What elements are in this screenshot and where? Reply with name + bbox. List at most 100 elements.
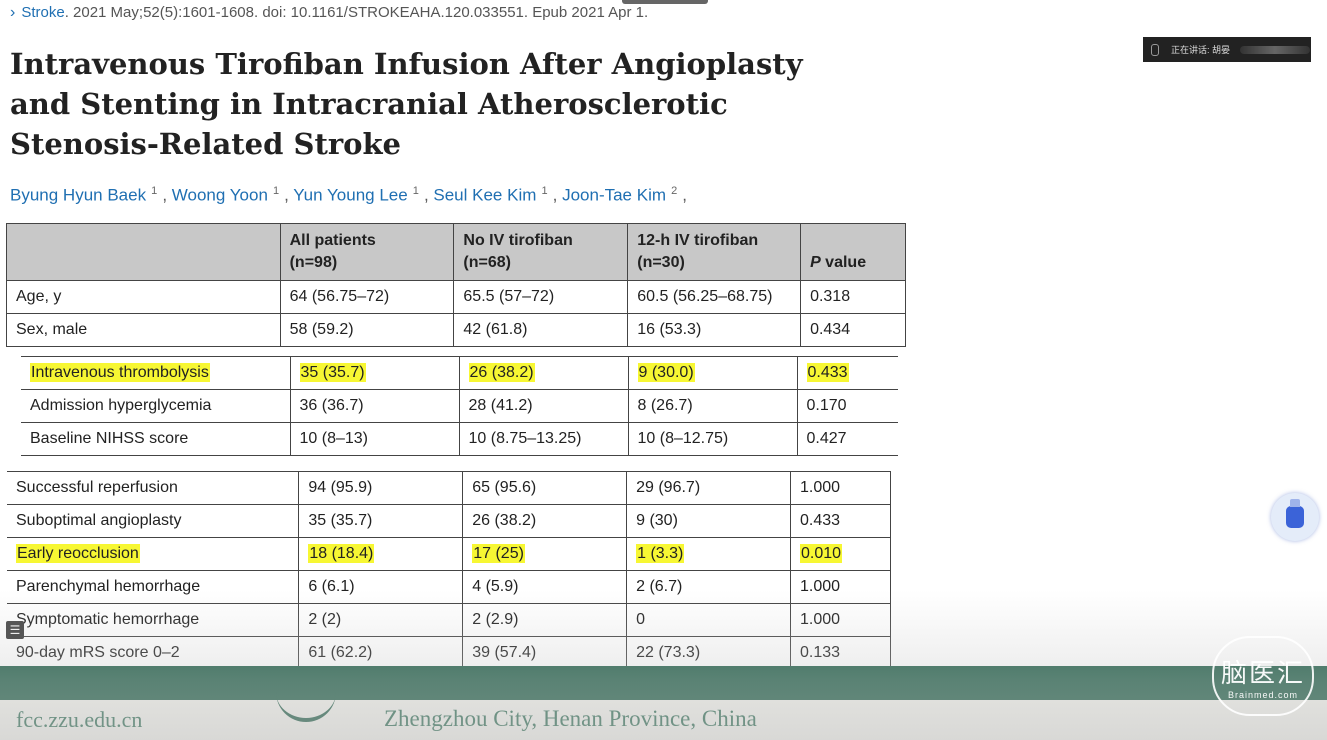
iv-tirofiban-cell: 9 (30.0) xyxy=(627,356,797,390)
author-link[interactable]: Byung Hyun Baek xyxy=(10,185,147,205)
usb-drive-icon xyxy=(1286,499,1304,528)
header-p-value: P value xyxy=(800,223,906,281)
cell-text: 0.170 xyxy=(806,397,847,414)
no-iv-tirofiban-cell: 65.5 (57–72) xyxy=(453,280,629,314)
cell-text: 58 (59.2) xyxy=(289,321,354,338)
cell-text: 2 (2) xyxy=(308,611,342,628)
cell-text: 22 (73.3) xyxy=(636,644,701,661)
row-label: 90-day mRS score 0–2 xyxy=(7,636,300,670)
cell-text: 26 (38.2) xyxy=(472,512,537,529)
window-drag-handle[interactable] xyxy=(622,0,708,4)
no-iv-tirofiban-cell: 65 (95.6) xyxy=(462,471,628,505)
floating-assistant-button[interactable] xyxy=(1271,493,1319,541)
journal-link[interactable]: Stroke xyxy=(21,4,65,21)
all-patients-cell: 35 (35.7) xyxy=(298,504,464,538)
cell-text: Baseline NIHSS score xyxy=(30,430,189,447)
row-label: Age, y xyxy=(6,280,281,314)
iv-tirofiban-cell: 0 xyxy=(626,603,791,637)
author-link[interactable]: Yun Young Lee xyxy=(293,185,408,205)
no-iv-tirofiban-cell: 26 (38.2) xyxy=(458,356,628,390)
cell-text: 42 (61.8) xyxy=(463,321,528,338)
cell-text: 0.427 xyxy=(806,430,847,447)
row-label: Symptomatic hemorrhage xyxy=(7,603,300,637)
cell-text: Early reocclusion xyxy=(16,544,140,563)
affiliation-marker[interactable]: 1 xyxy=(409,185,422,197)
table-row: Parenchymal hemorrhage 6 (6.1) 4 (5.9) 2 (6… xyxy=(7,570,891,604)
cell-text: 16 (53.3) xyxy=(637,321,702,338)
cell-text: 6 (6.1) xyxy=(308,578,355,595)
affiliation-marker[interactable]: 1 xyxy=(269,185,283,197)
cell-text: 29 (96.7) xyxy=(636,479,701,496)
cell-text: 28 (41.2) xyxy=(468,397,533,414)
cell-text: 9 (30.0) xyxy=(637,363,695,382)
no-iv-tirofiban-cell: 42 (61.8) xyxy=(453,313,629,347)
affiliation-marker[interactable]: 1 xyxy=(538,185,551,197)
cell-text: Intravenous thrombolysis xyxy=(30,363,210,382)
baseline-table-header: All patients (n=98) No IV tirofiban (n=68)… xyxy=(6,223,906,347)
speaker-indicator: 正在讲话: 胡晏 xyxy=(1143,37,1311,62)
cell-text: 90-day mRS score 0–2 xyxy=(16,644,180,661)
footer-address: Zhengzhou City, Henan Province, China xyxy=(384,706,757,731)
all-patients-cell: 10 (8–13) xyxy=(289,422,459,456)
author-separator: , xyxy=(162,185,172,205)
row-label: Suboptimal angioplasty xyxy=(7,504,300,538)
cell-text: Suboptimal angioplasty xyxy=(16,512,182,529)
cell-text: 36 (36.7) xyxy=(299,397,364,414)
cell-text: 39 (57.4) xyxy=(472,644,537,661)
author-link[interactable]: Joon-Tae Kim xyxy=(562,185,667,205)
table-row: Successful reperfusion 94 (95.9) 65 (95.6)… xyxy=(7,471,891,505)
brainmed-watermark: 脑医汇 Brainmed.com xyxy=(1212,636,1314,716)
author-link[interactable]: Woong Yoon xyxy=(171,185,268,205)
author-link[interactable]: Seul Kee Kim xyxy=(433,185,537,205)
p-value-cell: 0.434 xyxy=(800,313,906,347)
no-iv-tirofiban-cell: 2 (2.9) xyxy=(462,603,628,637)
cell-text: 0.433 xyxy=(800,512,841,529)
no-iv-tirofiban-cell: 39 (57.4) xyxy=(462,636,628,670)
cell-text: 4 (5.9) xyxy=(472,578,519,595)
cell-text: 17 (25) xyxy=(472,544,525,563)
baseline-table-part2: Intravenous thrombolysis 35 (35.7) 26 (38.… xyxy=(21,356,898,456)
footer-url: fcc.zzu.edu.cn xyxy=(16,707,143,732)
affiliation-marker[interactable]: 1 xyxy=(148,185,161,197)
citation-line: › Stroke. 2021 May;52(5):1601-1608. doi: … xyxy=(10,4,648,22)
cell-text: 35 (35.7) xyxy=(308,512,373,529)
p-value-cell: 0.170 xyxy=(796,389,898,423)
cell-text: 0 xyxy=(636,611,646,628)
affiliation-marker[interactable]: 2 xyxy=(668,185,681,197)
no-iv-tirofiban-cell: 26 (38.2) xyxy=(462,504,628,538)
table-row: Baseline NIHSS score 10 (8–13) 10 (8.75–13… xyxy=(21,422,898,456)
cell-text: 1.000 xyxy=(800,479,841,496)
iv-tirofiban-cell: 22 (73.3) xyxy=(626,636,791,670)
all-patients-cell: 58 (59.2) xyxy=(279,313,455,347)
cell-text: 64 (56.75–72) xyxy=(289,288,390,305)
cell-text: 0.434 xyxy=(810,321,851,338)
speaker-label: 正在讲话: 胡晏 xyxy=(1171,45,1231,55)
table-row: Age, y 64 (56.75–72) 65.5 (57–72) 60.5 (56.… xyxy=(6,280,906,314)
row-label: Intravenous thrombolysis xyxy=(21,356,290,390)
row-label: Successful reperfusion xyxy=(7,471,300,505)
iv-tirofiban-cell: 29 (96.7) xyxy=(626,471,791,505)
header-all-patients: All patients (n=98) xyxy=(279,223,455,281)
row-label: Parenchymal hemorrhage xyxy=(7,570,300,604)
cell-text: Admission hyperglycemia xyxy=(30,397,212,414)
all-patients-cell: 64 (56.75–72) xyxy=(279,280,455,314)
cell-text: 35 (35.7) xyxy=(299,363,366,382)
all-patients-cell: 94 (95.9) xyxy=(298,471,464,505)
audio-level-indicator xyxy=(1240,45,1311,54)
cell-text: 61 (62.2) xyxy=(308,644,373,661)
list-menu-icon[interactable]: ☰ xyxy=(6,621,24,639)
header-no-iv-tirofiban: No IV tirofiban (n=68) xyxy=(453,223,629,281)
watermark-sub: Brainmed.com xyxy=(1227,689,1299,700)
p-value-cell: 1.000 xyxy=(790,570,891,604)
no-iv-tirofiban-cell: 28 (41.2) xyxy=(458,389,628,423)
all-patients-cell: 18 (18.4) xyxy=(298,537,464,571)
p-value-cell: 0.427 xyxy=(796,422,898,456)
table-row: 90-day mRS score 0–2 61 (62.2) 39 (57.4) 22… xyxy=(7,636,891,670)
header-p-rest: value xyxy=(820,254,867,271)
all-patients-cell: 35 (35.7) xyxy=(289,356,459,390)
table-row: Admission hyperglycemia 36 (36.7) 28 (41.2… xyxy=(21,389,898,423)
p-value-cell: 0.433 xyxy=(796,356,898,390)
author-separator: , xyxy=(284,185,294,205)
cell-text: Sex, male xyxy=(16,321,88,338)
chevron-right-icon[interactable]: › xyxy=(10,4,16,21)
